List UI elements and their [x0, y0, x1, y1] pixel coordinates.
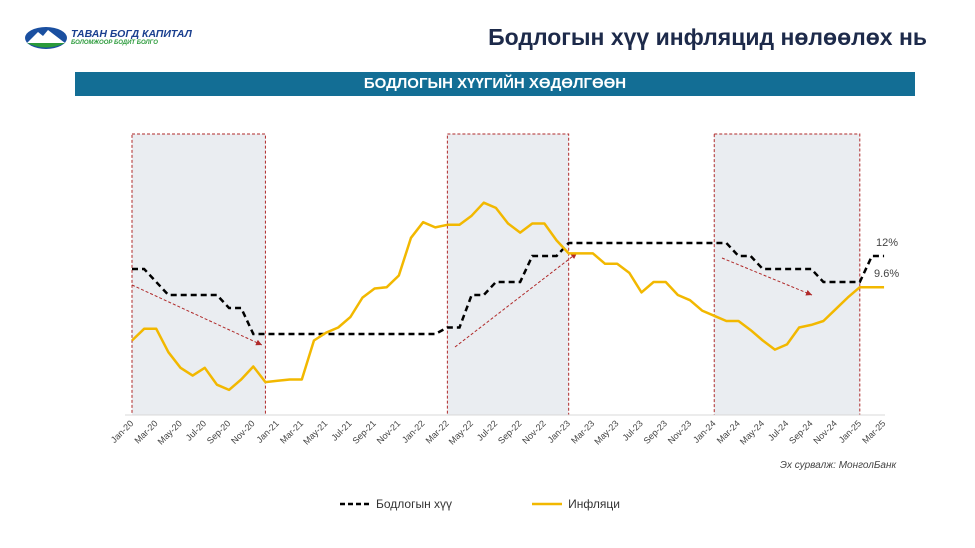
x-tick-label: Sep-23	[642, 418, 670, 446]
legend-policy: Бодлогын хүү	[340, 497, 452, 511]
policy-end-label: 12%	[876, 237, 898, 249]
x-tick-label: Jan-22	[400, 418, 427, 445]
trend-arrow-1	[454, 252, 578, 348]
logo-name: ТАВАН БОГД КАПИТАЛ	[71, 28, 192, 40]
x-tick-label: Sep-22	[496, 418, 524, 446]
x-tick-label: Jan-25	[837, 418, 864, 445]
x-tick-label: Mar-25	[860, 418, 887, 445]
series-policy-rate-line	[132, 241, 885, 336]
x-tick-label: Mar-22	[424, 418, 451, 445]
inflation-end-label: 9.6%	[874, 268, 899, 280]
x-tick-label: Jan-21	[254, 418, 281, 445]
x-tick-label: Mar-23	[569, 418, 596, 445]
x-tick-label: May-23	[592, 418, 620, 446]
x-tick-label: May-24	[738, 418, 766, 446]
x-tick-label: May-22	[447, 418, 475, 446]
x-tick-label: May-20	[156, 418, 184, 446]
logo: ТАВАН БОГД КАПИТАЛ БОЛОМЖООР БОДИТ БОЛГО	[24, 26, 192, 50]
x-tick-label: Sep-24	[787, 418, 815, 446]
legend-inflation-label: Инфляци	[568, 497, 620, 511]
dashed-line-icon	[340, 502, 370, 506]
x-tick-label: Nov-20	[229, 418, 257, 446]
legend: Бодлогын хүү Инфляци	[340, 497, 620, 511]
source-note: Эх сурвалж: МонголБанк	[780, 460, 897, 471]
highlight-period-2	[713, 133, 861, 416]
x-tick-label: Mar-24	[715, 418, 742, 445]
x-tick-label: Jan-20	[109, 418, 136, 445]
x-tick-label: May-21	[301, 418, 329, 446]
mountain-logo-icon	[25, 27, 67, 49]
highlight-period-1	[446, 133, 570, 416]
page-title: Бодлогын хүү инфляцид нөлөөлөх нь	[488, 24, 927, 50]
x-tick-label: Jan-24	[691, 418, 718, 445]
x-tick-label: Sep-20	[205, 418, 233, 446]
legend-policy-label: Бодлогын хүү	[376, 497, 453, 511]
x-tick-label: Nov-22	[520, 418, 548, 446]
x-tick-label: Nov-24	[811, 418, 839, 446]
x-tick-label: Nov-23	[666, 418, 694, 446]
trend-arrow-2	[721, 257, 813, 296]
legend-inflation: Инфляци	[532, 497, 620, 511]
solid-line-icon	[532, 502, 563, 506]
x-tick-label: Nov-21	[375, 418, 403, 446]
chart-banner: БОДЛОГЫН ХҮҮГИЙН ХӨДӨЛГӨӨН	[75, 72, 915, 96]
trend-arrow-0	[131, 284, 263, 346]
logo-tagline: БОЛОМЖООР БОДИТ БОЛГО	[71, 40, 158, 46]
x-tick-label: Mar-21	[278, 418, 305, 445]
highlight-period-0	[131, 133, 266, 416]
x-tick-label: Jan-23	[546, 418, 573, 445]
x-tick-label: Mar-20	[132, 418, 159, 445]
x-tick-label: Sep-21	[350, 418, 378, 446]
